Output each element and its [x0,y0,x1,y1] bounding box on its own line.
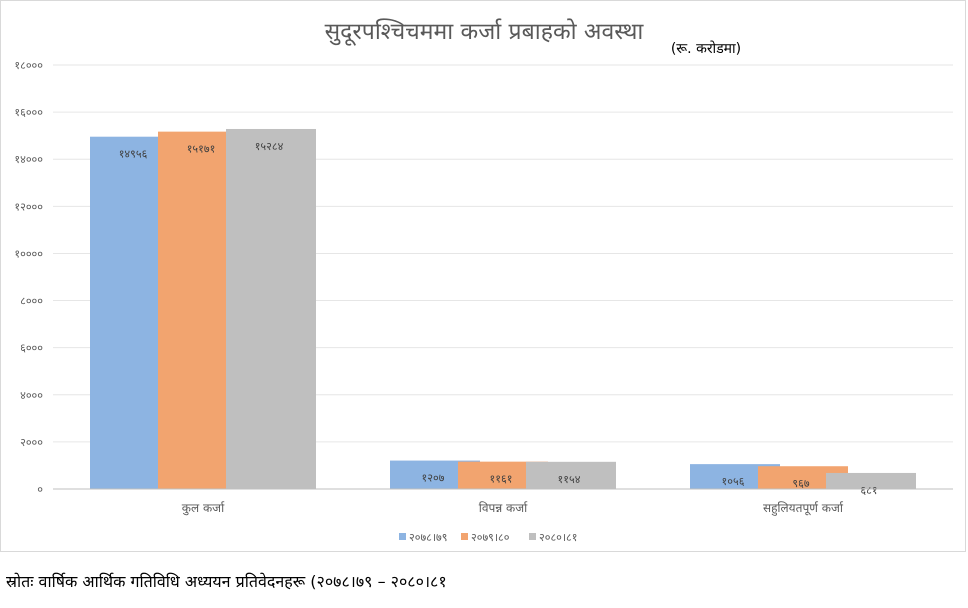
y-tick-label: ६००० [20,342,43,355]
y-tick-label: १०००० [14,247,43,260]
y-tick-label: ४००० [20,389,43,402]
data-label: ९६७ [792,477,809,490]
data-labels: १४९५६ १५१७१ १५२८४ १२०७ ११६१ ११५४ १०५६ ९६७ ६८१ [119,140,878,497]
y-tick-label: ८००० [20,295,43,308]
bar [226,128,316,489]
category-label: विपन्न कर्जा [479,501,528,515]
data-label: ११६१ [490,473,513,486]
legend-swatch [529,533,536,540]
legend-label: २०७९।८० [471,531,510,544]
y-tick-label: १६००० [14,106,43,119]
y-tick-label: १४००० [14,153,43,166]
data-label: १५१७१ [187,143,216,156]
data-label: १५२८४ [255,140,284,153]
y-tick-label: १२००० [14,200,43,213]
legend-swatch [399,533,406,540]
data-label: ११५४ [558,473,581,486]
y-tick-label: २००० [20,436,43,449]
chart-frame: सुदूरपश्चिचममा कर्जा प्रबाहको अवस्था (रू… [0,0,966,552]
legend: २०७८।७९ २०७९।८० २०८०।८१ [399,531,578,544]
chart-subtitle: (रू. करोडमा) [671,40,741,57]
category-label: कुल कर्जा [182,501,225,516]
bar [758,466,848,489]
data-label: १४९५६ [119,148,148,161]
data-label: १०५६ [722,475,745,488]
bars [90,128,916,489]
data-label: ६८१ [860,484,877,497]
y-tick-label: ० [37,483,43,496]
bar [526,461,616,489]
data-label: १२०७ [422,472,445,485]
axes: ० २००० ४००० ६००० ८००० १०००० १२००० १४००० १६००० १८०… [14,59,953,516]
legend-label: २०७८।७९ [409,531,448,544]
legend-swatch [461,533,468,540]
source-note: स्रोतः वार्षिक आर्थिक गतिविधि अध्ययन प्र… [6,572,447,591]
bar [826,472,916,489]
legend-label: २०८०।८१ [539,531,578,544]
category-label: सहुलियतपूर्ण कर्जा [763,501,844,516]
chart-title: सुदूरपश्चिचममा कर्जा प्रबाहको अवस्था [325,18,645,46]
y-tick-label: १८००० [14,59,43,72]
bar-chart: सुदूरपश्चिचममा कर्जा प्रबाहको अवस्था (रू… [14,18,953,544]
